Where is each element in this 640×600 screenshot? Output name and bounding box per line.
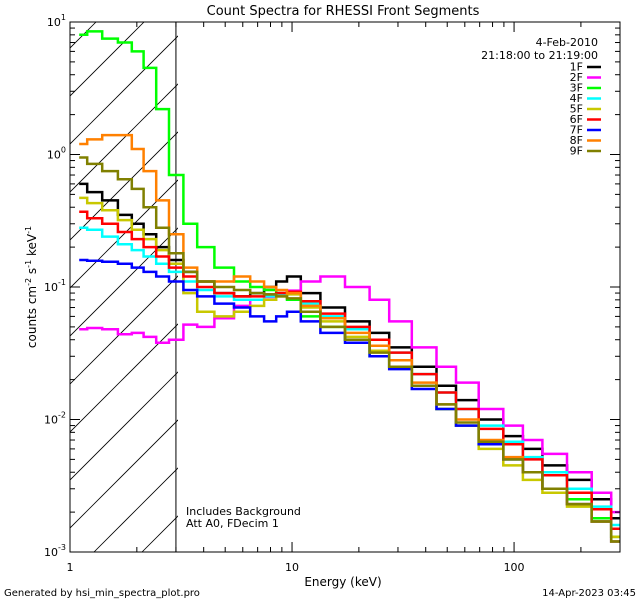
x-tick-label: 10: [285, 561, 299, 574]
time-range-label: 21:18:00 to 21:19:00: [481, 49, 598, 62]
y-tick-base: 10: [47, 149, 61, 162]
y-tick-base: 10: [44, 281, 58, 294]
legend-label-8F: 8F: [570, 134, 583, 147]
attenuator-note: Att A0, FDecim 1: [186, 517, 279, 530]
legend-label-5F: 5F: [570, 103, 583, 116]
legend-label-1F: 1F: [570, 61, 583, 74]
y-label-s: s: [25, 268, 39, 278]
date-label: 4-Feb-2010: [536, 36, 598, 49]
y-tick-exponent: 0: [61, 146, 66, 155]
y-label-kev: keV: [25, 233, 39, 260]
y-tick-label: 10-2: [44, 411, 66, 427]
series-9F: [79, 156, 620, 543]
legend-label-9F: 9F: [570, 145, 583, 158]
series-6F: [79, 210, 620, 530]
y-tick-label: 101: [47, 13, 66, 29]
y-tick-base: 10: [47, 16, 61, 29]
y-tick-label: 100: [47, 146, 66, 162]
hatch-line: [70, 179, 178, 289]
y-axis-label: counts cm-2 s-1 keV-1: [24, 226, 39, 348]
y-tick-exponent: -1: [58, 278, 66, 287]
y-tick-label: 10-3: [44, 543, 66, 559]
hatch-line: [70, 35, 178, 145]
x-axis: 1 10 100: [67, 22, 621, 574]
attenuator-hatch-region: [70, 22, 178, 552]
legend-label-6F: 6F: [570, 113, 583, 126]
y-tick-exponent: -2: [58, 411, 66, 420]
legend-label-2F: 2F: [570, 71, 583, 84]
y-tick-base: 10: [44, 546, 58, 559]
x-tick-label: 100: [504, 561, 525, 574]
footer-timestamp: 14-Apr-2023 03:45: [542, 588, 636, 599]
hatch-line: [70, 22, 145, 97]
y-tick-base: 10: [44, 414, 58, 427]
legend-label-3F: 3F: [570, 82, 583, 95]
y-tick-exponent: 1: [61, 13, 66, 22]
series-layer: [79, 30, 620, 543]
y-label-main: counts cm: [25, 286, 39, 348]
series-5F: [79, 196, 620, 539]
x-tick-label: 1: [67, 561, 74, 574]
y-label-sup1: -2: [24, 278, 33, 286]
x-axis-label: Energy (keV): [304, 575, 381, 589]
y-tick-exponent: -3: [58, 543, 66, 552]
hatch-line: [70, 227, 178, 337]
series-1F: [79, 182, 620, 520]
background-note: Includes Background: [186, 505, 301, 518]
legend-label-7F: 7F: [570, 124, 583, 137]
y-tick-label: 10-1: [44, 278, 66, 294]
y-label-sup2: -1: [24, 260, 33, 268]
legend-label-4F: 4F: [570, 92, 583, 105]
hatch-line: [70, 371, 178, 481]
hatch-line: [70, 419, 178, 529]
y-label-sup3: -1: [24, 226, 33, 234]
chart-title: Count Spectra for RHESSI Front Segments: [207, 4, 480, 19]
footer-generated-by: Generated by hsi_min_spectra_plot.pro: [4, 588, 200, 599]
